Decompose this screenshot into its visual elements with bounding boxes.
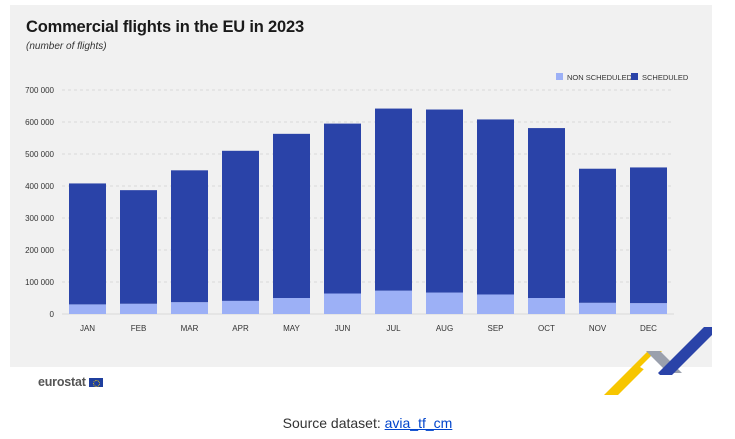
legend-label: NON SCHEDULED	[567, 73, 633, 82]
x-tick-label: FEB	[131, 324, 147, 333]
x-tick-label: MAY	[283, 324, 300, 333]
x-tick-label: MAR	[181, 324, 199, 333]
x-tick-label: JUN	[335, 324, 351, 333]
x-tick-label: SEP	[487, 324, 503, 333]
x-tick-label: DEC	[640, 324, 657, 333]
bar-non-scheduled-dec	[630, 303, 667, 314]
legend-swatch	[556, 73, 563, 80]
bar-scheduled-mar	[171, 170, 208, 303]
x-tick-label: JUL	[386, 324, 401, 333]
bar-non-scheduled-may	[273, 298, 310, 314]
eurostat-brand-stripes	[604, 327, 712, 395]
bar-scheduled-jul	[375, 108, 412, 291]
bar-non-scheduled-feb	[120, 303, 157, 314]
bar-scheduled-jun	[324, 123, 361, 294]
y-tick-label: 700 000	[25, 86, 54, 95]
bar-scheduled-aug	[426, 109, 463, 293]
y-tick-label: 200 000	[25, 246, 54, 255]
y-tick-label: 600 000	[25, 118, 54, 127]
y-tick-label: 100 000	[25, 278, 54, 287]
y-axis: 0 100 000 200 000 300 000 400 000 500 000 600 …	[25, 86, 54, 319]
bars-layer	[69, 108, 667, 314]
source-label: Source dataset:	[282, 415, 381, 431]
legend-swatch	[631, 73, 638, 80]
grid-layer	[62, 89, 674, 315]
bar-scheduled-may	[273, 133, 310, 298]
bar-scheduled-oct	[528, 128, 565, 298]
chart-title: Commercial flights in the EU in 2023	[26, 18, 304, 36]
x-tick-label: OCT	[538, 324, 555, 333]
y-tick-label: 500 000	[25, 150, 54, 159]
x-axis: JAN FEB MAR APR MAY JUN JUL AUG SEP OCT NOV DEC	[80, 324, 657, 333]
bar-non-scheduled-jul	[375, 290, 412, 314]
bar-non-scheduled-aug	[426, 292, 463, 314]
x-tick-label: JAN	[80, 324, 95, 333]
bar-non-scheduled-jan	[69, 304, 106, 314]
bar-scheduled-sep	[477, 119, 514, 295]
x-tick-label: APR	[232, 324, 249, 333]
source-line: Source dataset: avia_tf_cm	[0, 415, 735, 431]
legend-label: SCHEDULED	[642, 73, 689, 82]
bar-non-scheduled-nov	[579, 302, 616, 314]
bar-non-scheduled-apr	[222, 300, 259, 314]
x-tick-label: NOV	[589, 324, 607, 333]
bar-non-scheduled-mar	[171, 302, 208, 314]
bar-scheduled-nov	[579, 168, 616, 303]
eu-flag-icon	[88, 377, 103, 387]
eurostat-logo: eurostat	[38, 375, 103, 389]
y-tick-label: 300 000	[25, 214, 54, 223]
bar-non-scheduled-sep	[477, 294, 514, 314]
bar-scheduled-dec	[630, 167, 667, 304]
y-tick-label: 0	[50, 310, 55, 319]
bar-non-scheduled-jun	[324, 293, 361, 314]
x-tick-label: AUG	[436, 324, 453, 333]
y-tick-label: 400 000	[25, 182, 54, 191]
bar-scheduled-feb	[120, 190, 157, 304]
legend: NON SCHEDULED SCHEDULED	[556, 73, 689, 82]
bar-scheduled-jan	[69, 183, 106, 305]
chart-subtitle: (number of flights)	[26, 41, 107, 52]
bar-scheduled-apr	[222, 150, 259, 301]
eurostat-wordmark: eurostat	[38, 375, 86, 389]
bar-non-scheduled-oct	[528, 298, 565, 314]
source-dataset-link[interactable]: avia_tf_cm	[384, 415, 453, 431]
